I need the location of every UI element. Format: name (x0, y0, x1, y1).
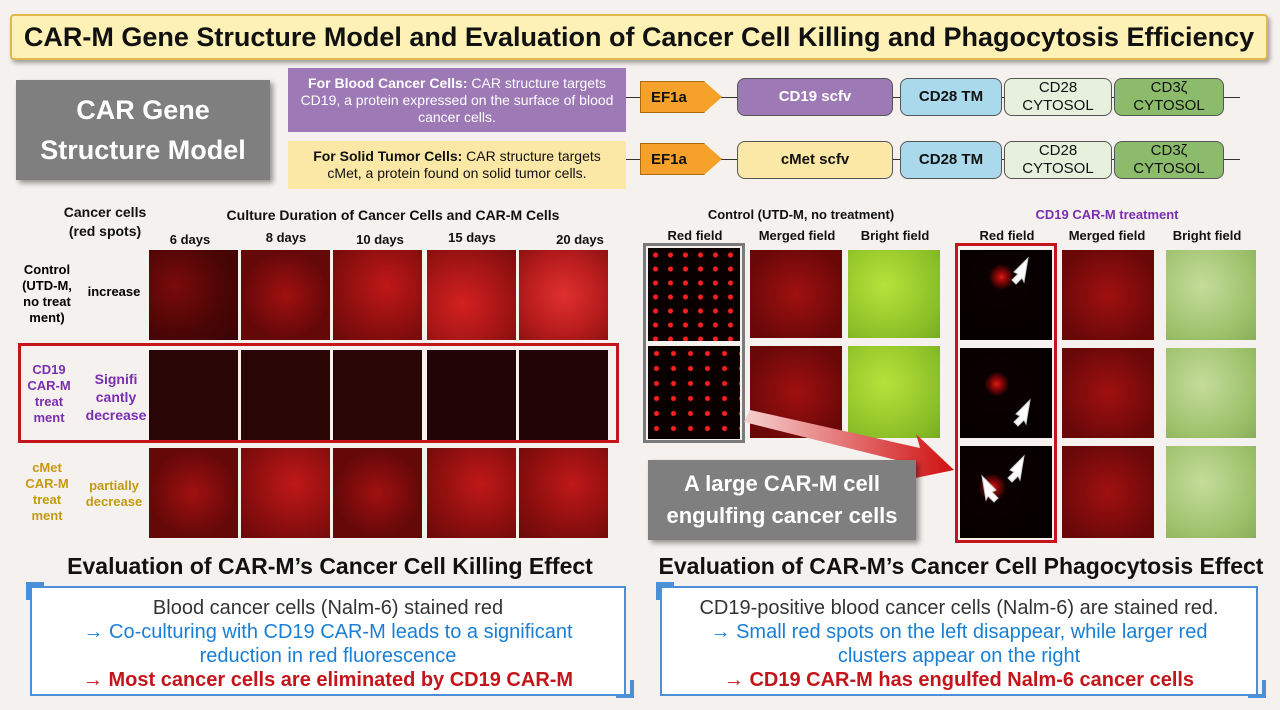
treatment-bright-image-1 (1166, 250, 1256, 340)
treatment-merged-image-3 (1062, 446, 1154, 538)
cmet-day20-image (519, 448, 608, 538)
solid-target-text: CAR structure targets cMet, a protein fo… (327, 148, 601, 181)
callout-corner (656, 582, 674, 600)
treatment-bright-image-2 (1166, 348, 1256, 438)
cd19-scfv-block: CD19 scfv (737, 78, 893, 116)
callout-corner (616, 680, 634, 698)
cd19-day20-image (519, 350, 608, 440)
cd19-day10-image (333, 350, 422, 440)
day-label: 10 days (356, 232, 404, 247)
phago-summary-line-1: CD19-positive blood cancer cells (Nalm-6… (699, 597, 1219, 619)
killing-summary-callout: Blood cancer cells (Nalm-6) stained red … (30, 586, 626, 696)
row-group-cmet: cMet CAR-M treat ment (25, 460, 69, 523)
control-merged-image-1 (750, 250, 842, 338)
field-label: Red field (667, 228, 723, 243)
field-label: Red field (979, 228, 1035, 243)
blood-target-text: CAR structure targets CD19, a protein ex… (300, 74, 614, 125)
blood-cancer-target-box: For Blood Cancer Cells: CAR structure ta… (288, 68, 626, 132)
cmet-day10-image (333, 448, 422, 538)
control-day10-image (333, 250, 422, 340)
cmet-scfv-block: cMet scfv (737, 141, 893, 179)
control-day6-image (149, 250, 238, 340)
control-day20-image (519, 250, 608, 340)
control-red-field-image-1 (648, 248, 740, 341)
white-arrow-markers (981, 256, 1031, 503)
cancer-cells-label: Cancer cells (red spots) (63, 204, 147, 239)
cmet-day8-image (241, 448, 330, 538)
control-day15-image (427, 250, 516, 340)
row-trend-cd19: Signifi cantly decrease (85, 371, 147, 423)
row-group-control: Control (UTD-M, no treat ment) (22, 262, 72, 325)
day-label: 8 days (265, 230, 307, 245)
treatment-red-field-image-2 (960, 348, 1052, 438)
car-gene-structure-model-label: CAR Gene Structure Model (16, 80, 270, 180)
white-arrow-icon (981, 474, 999, 503)
phago-summary-line-2: → Small red spots on the left disappear,… (710, 621, 1208, 667)
control-red-field-image-2 (648, 346, 740, 439)
phago-summary-callout: CD19-positive blood cancer cells (Nalm-6… (660, 586, 1258, 696)
field-label: Bright field (860, 228, 930, 243)
cmet-day15-image (427, 448, 516, 538)
cd28-cytosol-block-2: CD28 CYTOSOL (1004, 141, 1112, 179)
treatment-bright-image-3 (1166, 446, 1256, 538)
solid-tumor-target-box: For Solid Tumor Cells: CAR structure tar… (288, 141, 626, 189)
cd3z-cytosol-block: CD3ζ CYTOSOL (1114, 78, 1224, 116)
treatment-red-field-highlight (955, 243, 1057, 543)
killing-summary-line-1: Blood cancer cells (Nalm-6) stained red (152, 597, 504, 619)
large-carm-callout: A large CAR-M cell engulfing cancer cell… (648, 460, 916, 540)
ef1a-promoter-arrow-2: EF1a (640, 143, 722, 175)
cd28-tm-block-2: CD28 TM (900, 141, 1002, 179)
control-red-field-highlight (643, 243, 745, 443)
control-bright-image-1 (848, 250, 940, 338)
row-trend-control: increase (87, 284, 141, 299)
cd19-day15-image (427, 350, 516, 440)
callout-corner (26, 582, 44, 600)
phago-eval-title: Evaluation of CAR-M’s Cancer Cell Phagoc… (658, 553, 1264, 579)
cmet-day6-image (149, 448, 238, 538)
cd19-row-highlight (18, 343, 619, 443)
cd28-cytosol-block: CD28 CYTOSOL (1004, 78, 1112, 116)
cd19-carm-treatment-header: CD19 CAR-M treatment (1035, 207, 1179, 222)
white-arrow-icon (1007, 454, 1025, 483)
page-title: CAR-M Gene Structure Model and Evaluatio… (10, 14, 1268, 60)
field-label: Bright field (1172, 228, 1242, 243)
treatment-merged-image-2 (1062, 348, 1154, 438)
red-pointer-arrow (744, 410, 954, 480)
solid-target-bold: For Solid Tumor Cells: (313, 148, 463, 164)
treatment-red-field-image-3 (960, 446, 1052, 538)
field-label: Merged field (758, 228, 836, 243)
cd28-tm-block: CD28 TM (900, 78, 1002, 116)
day-label: 15 days (448, 230, 496, 245)
treatment-red-field-image-1 (960, 250, 1052, 340)
phago-summary-line-3: → CD19 CAR-M has engulfed Nalm-6 cancer … (723, 669, 1195, 691)
row-trend-cmet: partially decrease (85, 478, 143, 509)
ef1a-promoter-arrow: EF1a (640, 81, 722, 113)
culture-duration-header: Culture Duration of Cancer Cells and CAR… (226, 207, 560, 223)
row-group-cd19: CD19 CAR-M treat ment (27, 362, 71, 425)
killing-summary-line-2: → Co-culturing with CD19 CAR-M leads to … (83, 621, 573, 667)
treatment-merged-image-1 (1062, 250, 1154, 340)
model-line-1: CAR Gene (76, 95, 210, 125)
day-label: 6 days (169, 232, 211, 247)
field-label: Merged field (1068, 228, 1146, 243)
cd19-day8-image (241, 350, 330, 440)
control-bright-image-2 (848, 346, 940, 438)
white-arrow-icon (1011, 256, 1029, 285)
white-arrow-icon (1013, 398, 1031, 427)
cd3z-cytosol-block-2: CD3ζ CYTOSOL (1114, 141, 1224, 179)
control-utdm-header: Control (UTD-M, no treatment) (707, 207, 895, 222)
killing-eval-title: Evaluation of CAR-M’s Cancer Cell Killin… (67, 553, 593, 579)
control-day8-image (241, 250, 330, 340)
callout-corner (1248, 680, 1266, 698)
cd19-day6-image (149, 350, 238, 440)
blood-target-bold: For Blood Cancer Cells: (308, 74, 468, 91)
killing-summary-line-3: → Most cancer cells are eliminated by CD… (82, 669, 574, 691)
model-line-2: Structure Model (40, 135, 246, 165)
day-label: 20 days (556, 232, 604, 247)
